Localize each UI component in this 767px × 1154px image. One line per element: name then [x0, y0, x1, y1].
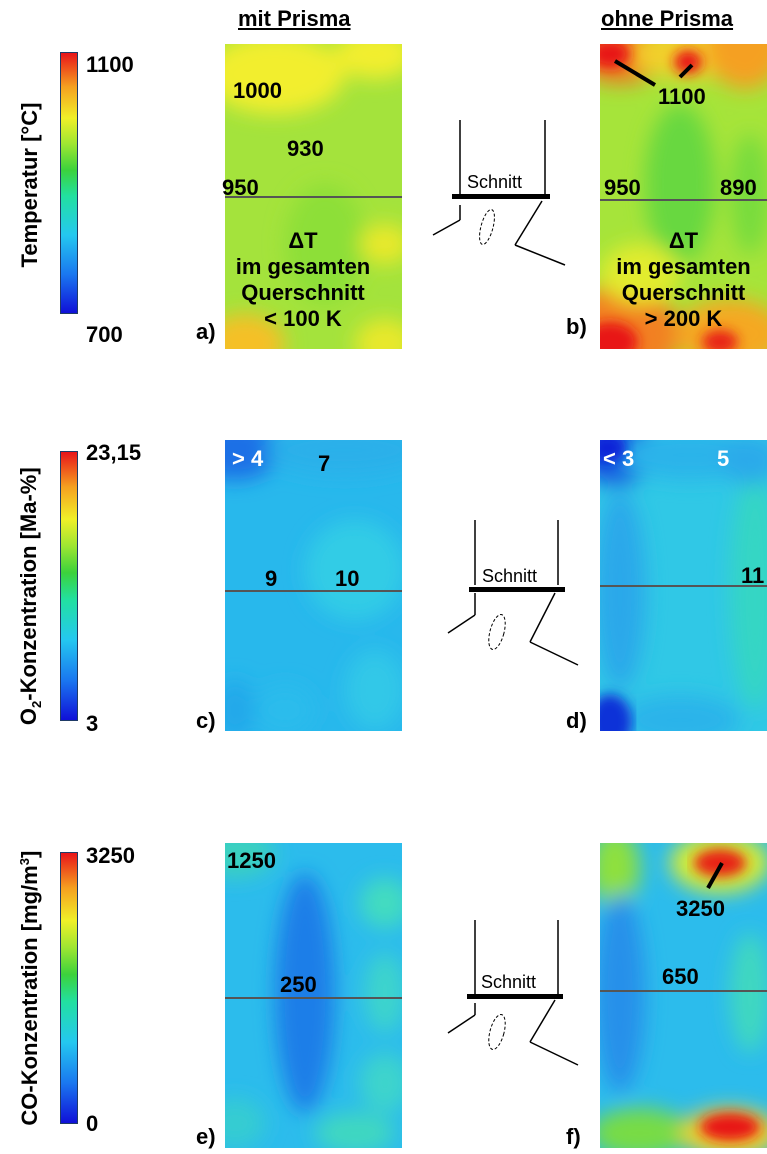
axis-label-o2: O2-Konzentration [Ma-%]: [15, 467, 45, 726]
panel-label-b: b): [566, 314, 587, 339]
axis-label-co: CO-Konzentration [mg/m3]: [16, 850, 43, 1126]
heatmap-e: [225, 843, 402, 1148]
label-f-650: 650: [662, 964, 699, 989]
note-a: ΔT im gesamten Querschnitt < 100 K: [235, 228, 371, 331]
panel-label-e: e): [196, 1124, 216, 1149]
colorbar-temp-max: 1100: [86, 52, 134, 77]
label-d-5: 5: [717, 446, 730, 471]
colorbar-o2: [60, 451, 78, 721]
label-a-950: 950: [222, 175, 259, 200]
label-d-11: 11: [741, 563, 765, 588]
heatmap-b: [600, 44, 767, 349]
section-sketch-3: [447, 920, 579, 1066]
colorbar-o2-min: 3: [86, 711, 99, 736]
section-sketch-1: [432, 120, 566, 266]
label-c-7: 7: [318, 451, 331, 476]
panel-label-d: d): [566, 708, 587, 733]
label-b-950: 950: [604, 175, 641, 200]
label-e-250: 250: [280, 972, 317, 997]
label-c-10: 10: [335, 566, 360, 591]
note-b: ΔT im gesamten Querschnitt > 200 K: [616, 228, 751, 331]
header-mit-prisma: mit Prisma: [238, 6, 351, 31]
heatmap-d: [600, 440, 767, 731]
label-a-930: 930: [287, 136, 324, 161]
panel-label-c: c): [196, 708, 216, 733]
schnitt-label-3: Schnitt: [481, 972, 537, 992]
colorbar-co-max: 3250: [86, 843, 135, 868]
header-ohne-prisma: ohne Prisma: [601, 6, 734, 31]
label-c-9: 9: [265, 566, 278, 591]
heatmap-a: [225, 44, 402, 349]
schnitt-label-2: Schnitt: [482, 566, 538, 586]
colorbar-co: [60, 852, 78, 1124]
leader-line-f: [706, 862, 724, 889]
colorbar-co-min: 0: [86, 1111, 99, 1136]
heatmap-c: [225, 440, 402, 731]
colorbar-temp-min: 700: [86, 322, 123, 347]
colorbar-o2-max: 23,15: [86, 440, 142, 465]
label-a-1000: 1000: [233, 78, 282, 103]
label-f-3250: 3250: [676, 896, 725, 921]
leader-lines-b: [613, 59, 694, 87]
axis-label-temperature: Temperatur [°C]: [17, 102, 42, 268]
schnitt-label-1: Schnitt: [467, 172, 523, 192]
heatmap-f: [600, 843, 767, 1148]
label-e-1250: 1250: [227, 848, 276, 873]
label-b-1100: 1100: [658, 84, 706, 109]
panel-label-a: a): [196, 319, 216, 344]
label-c-gt4: > 4: [232, 446, 264, 471]
colorbar-temperature: [60, 52, 78, 314]
label-b-890: 890: [720, 175, 757, 200]
section-sketch-2: [447, 520, 579, 666]
panel-label-f: f): [566, 1124, 581, 1149]
label-d-lt3: < 3: [603, 446, 635, 471]
